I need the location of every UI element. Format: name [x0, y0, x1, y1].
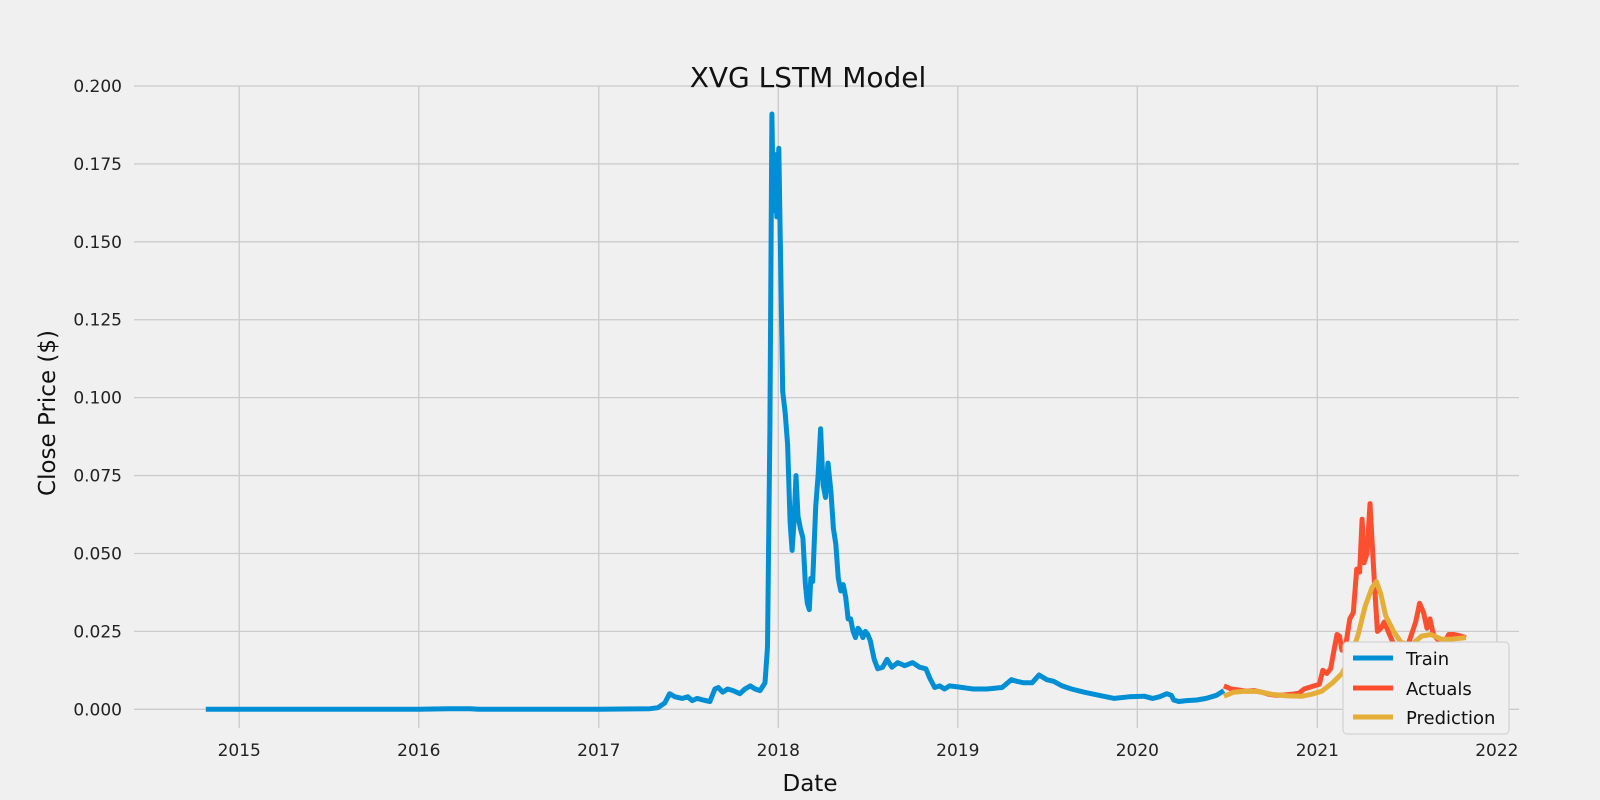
legend-box [1342, 641, 1510, 735]
series-line-train [205, 111, 1226, 712]
x-tick-label: 2019 [936, 741, 979, 761]
y-tick-label: 0.175 [73, 155, 122, 175]
legend-label-train: Train [1405, 649, 1449, 670]
y-axis-label: Close Price ($) [35, 330, 61, 496]
y-tick-label: 0.050 [73, 544, 122, 564]
series-line-prediction [1222, 579, 1467, 699]
legend-label-prediction: Prediction [1406, 708, 1495, 729]
y-tick-label: 0.025 [73, 622, 122, 642]
y-tick-label: 0.200 [73, 77, 122, 97]
y-tick-label: 0.075 [73, 467, 122, 487]
x-tick-label: 2018 [757, 741, 800, 761]
legend: Train Actuals Prediction [1342, 641, 1510, 735]
x-axis-label: Date [783, 771, 838, 797]
x-tick-label: 2020 [1116, 741, 1159, 761]
y-tick-label: 0.100 [73, 389, 122, 409]
tick-labels: 2015 2016 2017 2018 2019 2020 2021 2022 0.000 0.0… [73, 77, 1518, 761]
chart-title: XVG LSTM Model [690, 61, 927, 94]
x-tick-label: 2021 [1296, 741, 1339, 761]
y-tick-label: 0.000 [73, 700, 122, 720]
x-tick-label: 2022 [1475, 741, 1518, 761]
y-tick-label: 0.125 [73, 311, 122, 331]
legend-label-actuals: Actuals [1406, 679, 1472, 700]
series-lines [205, 111, 1467, 712]
x-tick-label: 2016 [397, 741, 440, 761]
y-tick-label: 0.150 [73, 233, 122, 253]
x-tick-label: 2017 [577, 741, 620, 761]
x-tick-label: 2015 [218, 741, 261, 761]
